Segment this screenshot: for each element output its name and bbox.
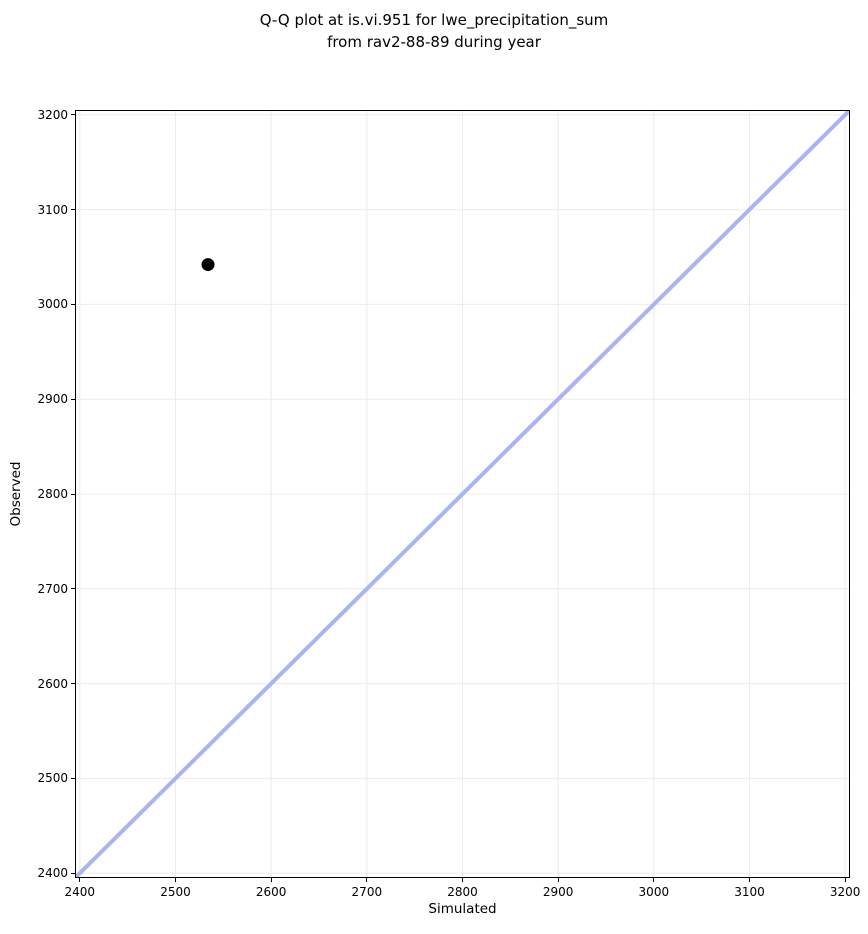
y-tick-label: 3100 <box>37 202 68 217</box>
x-tick-label: 3000 <box>638 885 670 899</box>
x-tick-mark <box>79 878 81 882</box>
y-tick-label: 2400 <box>37 866 68 881</box>
plot-area <box>75 110 850 878</box>
x-tick-mark <box>749 878 750 882</box>
y-tick-mark <box>71 303 75 305</box>
chart-title-line-1: Q-Q plot at is.vi.951 for lwe_precipitat… <box>259 11 609 29</box>
y-tick-label: 2900 <box>37 392 68 407</box>
x-tick-mark <box>270 878 272 882</box>
identity-line <box>76 111 849 877</box>
chart-title: Q-Q plot at is.vi.951 for lwe_precipitat… <box>0 9 868 53</box>
x-tick-label: 2400 <box>64 885 96 899</box>
y-tick-mark <box>71 777 75 779</box>
chart-title-line-2: from rav2-88-89 during year <box>327 33 541 51</box>
x-tick-mark <box>557 878 559 882</box>
x-tick-mark <box>174 878 176 882</box>
x-tick-mark <box>653 878 655 882</box>
y-tick-label: 3000 <box>37 297 68 312</box>
x-tick-label: 2500 <box>160 885 191 899</box>
x-tick-label: 3100 <box>734 885 765 899</box>
y-tick-label: 2500 <box>37 771 68 786</box>
y-tick-label: 3200 <box>37 107 68 122</box>
x-tick-mark <box>366 878 368 882</box>
x-tick-label: 2600 <box>255 885 287 899</box>
y-tick-mark <box>71 872 75 874</box>
y-tick-label: 2800 <box>37 487 68 501</box>
x-axis-label: Simulated <box>428 901 497 917</box>
x-tick-label: 2900 <box>542 885 574 899</box>
x-tick-mark <box>462 878 463 882</box>
data-point <box>201 258 215 272</box>
y-tick-label: 2700 <box>37 581 68 596</box>
y-tick-mark <box>71 398 75 400</box>
y-tick-mark <box>71 493 75 495</box>
y-tick-mark <box>71 683 75 685</box>
x-tick-label: 2700 <box>351 885 383 899</box>
x-tick-mark <box>844 878 846 882</box>
y-tick-mark <box>71 114 75 116</box>
y-tick-mark <box>71 209 75 211</box>
x-tick-label: 2800 <box>447 885 478 899</box>
plot-canvas <box>76 111 849 877</box>
y-tick-mark <box>71 588 75 590</box>
y-tick-label: 2600 <box>37 676 68 691</box>
x-tick-label: 3200 <box>829 885 861 899</box>
